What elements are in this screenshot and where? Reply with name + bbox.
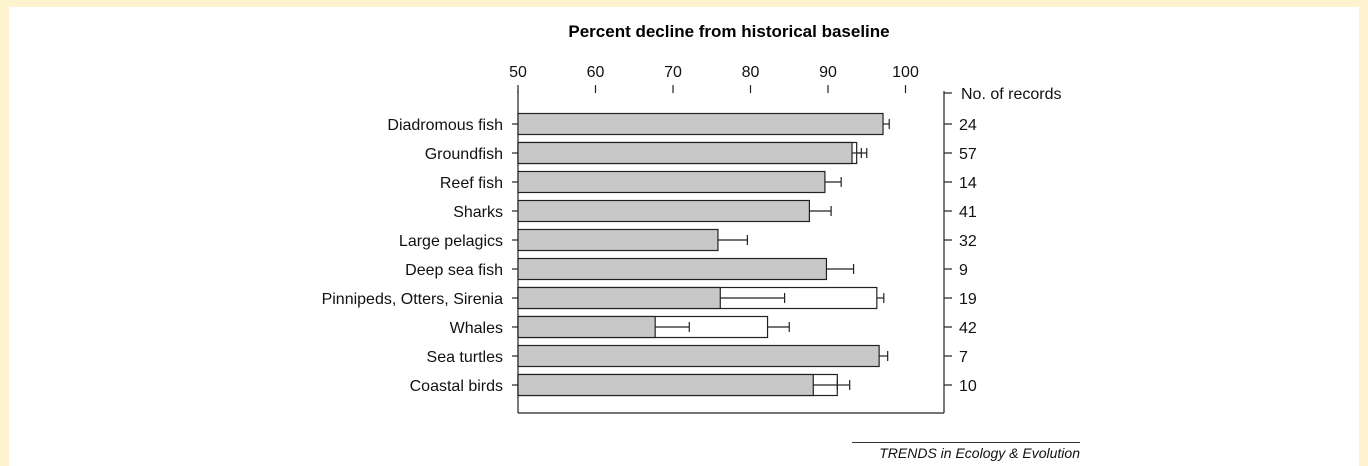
records-count: 24 — [959, 117, 977, 134]
bar-primary — [517, 315, 656, 339]
bar-primary — [517, 141, 853, 165]
records-count: 14 — [959, 175, 977, 192]
bar-primary — [517, 373, 814, 397]
source-credit: TRENDS in Ecology & Evolution — [852, 442, 1080, 461]
bar-primary — [517, 199, 810, 223]
bar-chart: Percent decline from historical baseline… — [322, 22, 1061, 414]
bar-primary — [517, 228, 719, 252]
category-label: Large pelagics — [399, 233, 503, 250]
bar-primary — [517, 344, 880, 368]
bar-primary — [517, 257, 828, 281]
category-label: Groundfish — [425, 146, 503, 163]
category-label: Sea turtles — [427, 349, 503, 366]
bar-primary — [517, 170, 826, 194]
x-tick-label: 100 — [892, 64, 919, 81]
category-label: Pinnipeds, Otters, Sirenia — [322, 291, 504, 308]
records-count: 57 — [959, 146, 977, 163]
records-count: 32 — [959, 233, 977, 250]
bar-primary — [517, 112, 884, 136]
category-label: Deep sea fish — [405, 262, 503, 279]
records-count: 19 — [959, 291, 977, 308]
category-label: Whales — [450, 320, 503, 337]
chart-panel: Percent decline from historical baseline… — [9, 7, 1359, 466]
category-label: Diadromous fish — [387, 117, 503, 134]
category-label: Reef fish — [440, 175, 503, 192]
x-tick-label: 70 — [664, 64, 682, 81]
x-tick-label: 90 — [819, 64, 837, 81]
records-count: 10 — [959, 378, 977, 395]
records-count: 41 — [959, 204, 977, 221]
category-label: Coastal birds — [410, 378, 503, 395]
x-tick-label: 50 — [509, 64, 527, 81]
records-count: 9 — [959, 262, 968, 279]
x-tick-label: 80 — [742, 64, 760, 81]
records-count: 42 — [959, 320, 977, 337]
category-label: Sharks — [453, 204, 503, 221]
chart-title: Percent decline from historical baseline — [568, 22, 889, 41]
bar-primary — [517, 286, 721, 310]
records-count: 7 — [959, 349, 968, 366]
x-tick-label: 60 — [587, 64, 605, 81]
records-header: No. of records — [961, 86, 1061, 103]
